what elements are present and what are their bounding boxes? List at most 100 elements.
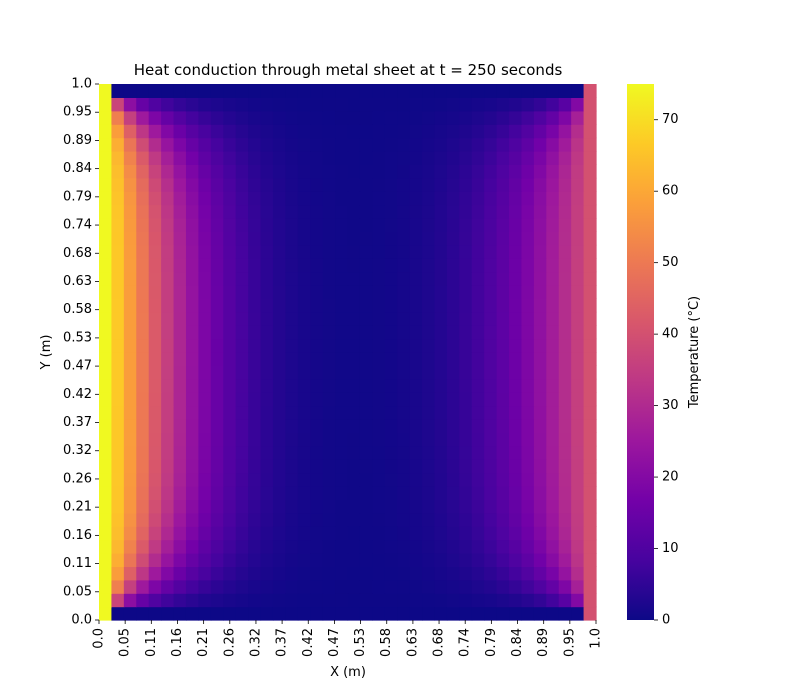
heatmap-cell [397, 311, 411, 326]
heatmap-cell [546, 486, 560, 500]
heatmap-cell [148, 298, 162, 313]
heatmap-cell [446, 244, 460, 259]
heatmap-cell [260, 271, 274, 286]
heatmap-cell [359, 539, 373, 554]
heatmap-cell [521, 566, 535, 581]
heatmap-cell [484, 459, 498, 474]
heatmap-cell [185, 472, 200, 487]
heatmap-cell [397, 231, 411, 246]
heatmap-cell [422, 258, 436, 273]
heatmap-cell [459, 298, 473, 313]
heatmap-cell [558, 392, 572, 407]
heatmap-cell [484, 218, 498, 232]
heatmap-cell [173, 325, 187, 340]
heatmap-cell [99, 405, 113, 420]
heatmap-cell [471, 593, 485, 608]
heatmap-cell [509, 579, 523, 594]
heatmap-cell [136, 97, 150, 112]
heatmap-cell [297, 593, 311, 608]
heatmap-cell [496, 553, 510, 567]
heatmap-cell [285, 137, 299, 152]
heatmap-cell [310, 258, 324, 273]
heatmap-cell [434, 218, 448, 232]
heatmap-cell [521, 137, 535, 152]
heatmap-cell [161, 137, 175, 152]
heatmap-cell [422, 459, 436, 474]
heatmap-cell [546, 124, 560, 139]
heatmap-cell [285, 298, 299, 313]
heatmap-cell [260, 177, 274, 192]
heatmap-cell [496, 593, 510, 608]
heatmap-cell [422, 472, 436, 487]
heatmap-cell [310, 218, 324, 232]
heatmap-cell [335, 137, 349, 152]
heatmap-cell [359, 151, 373, 165]
heatmap-cell [285, 244, 299, 259]
heatmap-cell [484, 512, 498, 527]
heatmap-cell [173, 512, 187, 527]
heatmap-cell [521, 539, 535, 554]
heatmap-cell [235, 392, 249, 407]
heatmap-cell [521, 472, 535, 487]
heatmap-cell [583, 124, 597, 139]
heatmap-cell [384, 84, 398, 98]
heatmap-cell [235, 606, 249, 621]
heatmap-cell [148, 553, 162, 567]
heatmap-cell [260, 553, 274, 567]
heatmap-cell [509, 338, 523, 353]
heatmap-cell [459, 124, 473, 139]
y-tick-label: 0.26 [63, 471, 92, 486]
heatmap-cell [446, 553, 460, 567]
heatmap-cell [322, 191, 336, 206]
heatmap-cell [347, 352, 361, 366]
heatmap-cell [359, 191, 373, 206]
heatmap-cell [409, 204, 423, 219]
heatmap-cell [384, 164, 398, 179]
heatmap-cell [446, 110, 460, 125]
heatmap-cell [161, 164, 175, 179]
heatmap-cell [521, 110, 535, 125]
heatmap-cell [198, 352, 212, 366]
heatmap-cell [471, 512, 485, 527]
heatmap-cell [459, 486, 473, 500]
heatmap-cell [359, 512, 373, 527]
heatmap-cell [198, 258, 212, 273]
heatmap-cell [248, 579, 262, 594]
heatmap-cell [583, 378, 597, 393]
heatmap-cell [173, 579, 187, 594]
heatmap-cell [173, 392, 187, 407]
heatmap-cell [111, 151, 125, 165]
heatmap-cell [558, 151, 572, 165]
heatmap-cell [148, 191, 162, 206]
heatmap-cell [459, 472, 473, 487]
heatmap-cell [185, 526, 200, 541]
heatmap-cell [509, 124, 523, 139]
heatmap-cell [484, 298, 498, 313]
heatmap-cell [409, 177, 423, 192]
heatmap-cell [136, 218, 150, 232]
heatmap-cell [558, 298, 572, 313]
heatmap-cell [471, 338, 485, 353]
heatmap-cell [136, 124, 150, 139]
heatmap-cell [571, 110, 585, 125]
heatmap-cell [198, 593, 212, 608]
heatmap-cell [185, 512, 200, 527]
heatmap-cell [123, 164, 137, 179]
heatmap-cell [285, 325, 299, 340]
heatmap-cell [272, 593, 286, 608]
heatmap-cell [185, 365, 200, 380]
heatmap-cell [496, 459, 510, 474]
heatmap-cell [546, 579, 560, 594]
x-tick-label: 0.84 [510, 628, 525, 657]
heatmap-cell [161, 338, 175, 353]
heatmap-cell [322, 459, 336, 474]
heatmap-cell [285, 432, 299, 447]
heatmap-cell [210, 499, 224, 514]
heatmap-cell [198, 97, 212, 112]
y-tick-label: 0.84 [63, 161, 92, 176]
heatmap-cell [310, 606, 324, 621]
heatmap-cell [210, 606, 224, 621]
heatmap-cell [173, 432, 187, 447]
heatmap-cell [322, 218, 336, 232]
heatmap-cell [111, 177, 125, 192]
